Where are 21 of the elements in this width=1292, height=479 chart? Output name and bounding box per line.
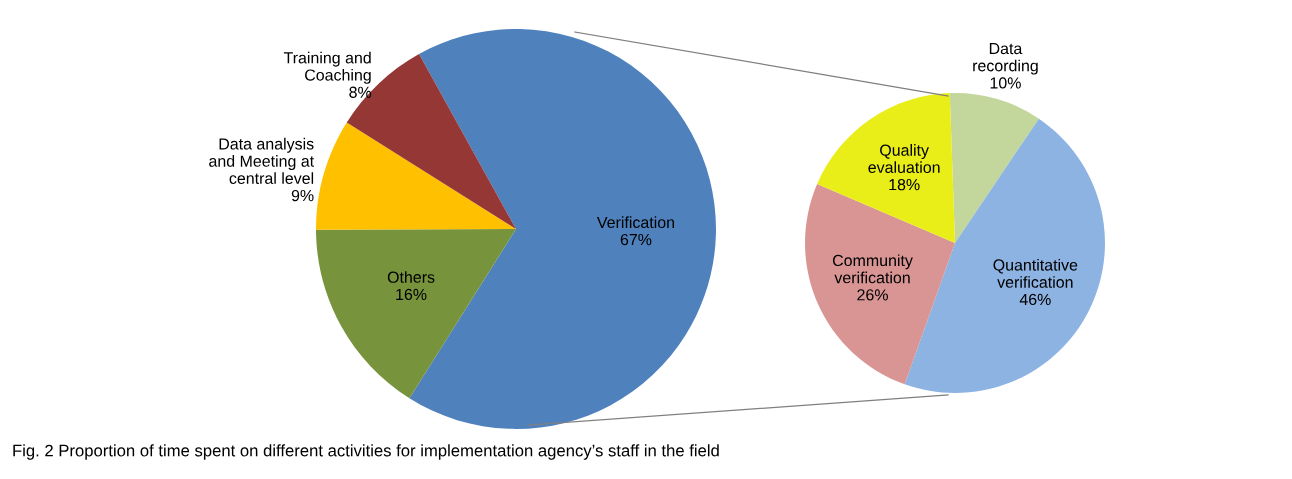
data-label: 8% <box>349 86 372 98</box>
slice-label: Training and Coaching <box>283 51 371 84</box>
data-label: 10% <box>990 77 1021 89</box>
data-label: 46% <box>1019 293 1051 306</box>
data-label: 9% <box>291 189 314 202</box>
slice-label: Data analysis and Meeting at central level <box>209 137 315 185</box>
pie-slice <box>316 122 516 230</box>
caption: Fig. 2 Proportion of time spent on different activities for implementation agency’s staff in the field <box>13 444 719 460</box>
pie-slice <box>817 93 955 243</box>
slice-label: Quantitative verification <box>993 258 1078 288</box>
pie-slice <box>316 229 516 399</box>
slice-label: Community verification <box>832 254 913 284</box>
slice-label: Data recording <box>973 43 1038 75</box>
data-label: 67% <box>620 233 652 246</box>
slice-label: Quality evaluation <box>868 144 940 174</box>
slice-label: Verification <box>596 216 674 229</box>
data-label: 18% <box>889 178 920 191</box>
data-label: 16% <box>396 288 427 301</box>
data-label: 26% <box>857 289 888 301</box>
slice-label: Others <box>387 271 435 283</box>
pie-slice <box>949 93 1039 243</box>
